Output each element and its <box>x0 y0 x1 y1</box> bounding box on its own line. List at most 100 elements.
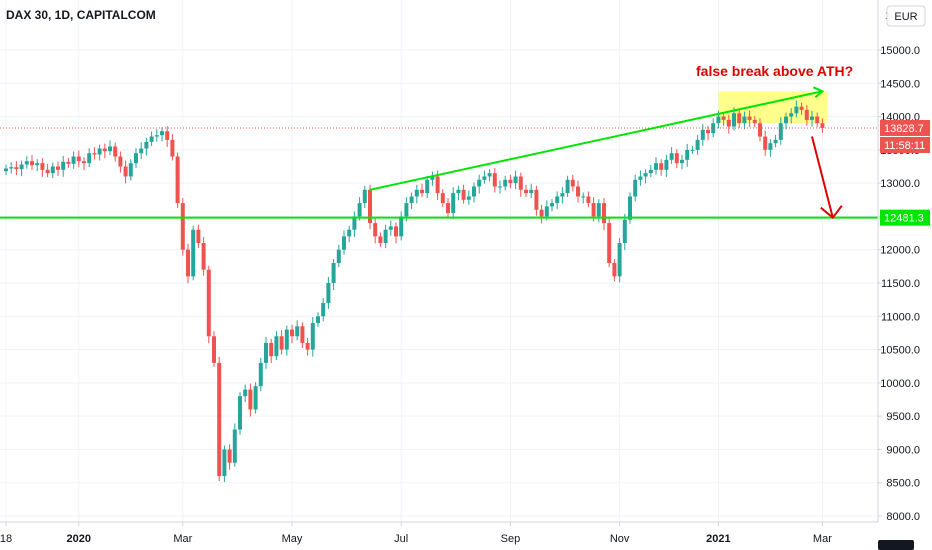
candle-body <box>232 429 237 463</box>
current-price-tag-bg <box>880 119 930 136</box>
candle-body <box>695 139 700 150</box>
candle-body <box>565 179 570 194</box>
candle-body <box>35 163 40 166</box>
candle-body <box>149 136 154 142</box>
candle <box>186 243 190 284</box>
candle-body <box>50 166 55 174</box>
candle-body <box>134 153 138 164</box>
candle-body <box>102 148 107 152</box>
candle <box>212 331 216 367</box>
candle <box>799 102 804 115</box>
candle-body <box>446 203 450 214</box>
candle <box>773 134 778 148</box>
x-tick-label: May <box>282 533 303 545</box>
candle-body <box>118 156 123 167</box>
candle <box>14 161 19 176</box>
time-axis[interactable]: 18 2020 Mar May Jul Sep Nov 2021 Mar <box>0 521 878 545</box>
candle <box>669 147 674 164</box>
candle <box>30 155 34 171</box>
candle-body <box>274 336 279 357</box>
candle <box>50 162 55 179</box>
candle <box>35 159 40 172</box>
candle <box>513 170 518 190</box>
candle-body <box>108 146 112 152</box>
candle <box>628 192 632 224</box>
candle <box>19 160 24 177</box>
candle-body <box>752 119 757 124</box>
candle-body <box>139 148 144 154</box>
candle <box>373 217 378 244</box>
candle-body <box>586 196 591 204</box>
countdown-tag-bg <box>880 136 930 153</box>
candle <box>778 117 783 145</box>
currency-label: EUR <box>894 11 917 23</box>
candle-body <box>321 302 326 317</box>
candle-body <box>61 161 66 170</box>
candle-body <box>206 269 211 337</box>
candle-body <box>544 206 549 217</box>
x-tick-label: Jul <box>394 533 408 545</box>
candle <box>97 144 102 161</box>
candle <box>752 115 757 128</box>
x-tick-label: 2021 <box>706 533 730 545</box>
candle-body <box>284 329 289 350</box>
candle-body <box>248 389 253 410</box>
candle <box>394 222 398 244</box>
candle-body <box>591 203 596 217</box>
candle <box>232 423 237 467</box>
candle <box>643 169 648 184</box>
candle-body <box>82 161 86 164</box>
candle-body <box>768 143 773 150</box>
candle-body <box>685 149 690 160</box>
candle <box>747 110 752 127</box>
price-axis[interactable]: 15000.014500.014000.013500.013000.012500… <box>877 0 930 523</box>
y-tick-label: 9500.0 <box>886 411 920 423</box>
candle-body <box>264 342 268 363</box>
candle-body <box>612 263 617 277</box>
candle-body <box>555 196 560 204</box>
y-tick-label: 10000.0 <box>880 378 920 390</box>
candle-body <box>217 362 222 477</box>
candle-body <box>602 203 606 224</box>
candle <box>222 445 227 483</box>
candle-body <box>19 164 24 170</box>
candle-body <box>622 219 627 244</box>
candle <box>160 127 164 142</box>
candle-body <box>560 193 565 197</box>
candle <box>737 109 742 129</box>
candle-body <box>550 203 554 207</box>
y-tick-label: 14500.0 <box>880 78 920 90</box>
candle-body <box>513 176 518 184</box>
candle <box>82 157 86 171</box>
candle <box>440 189 445 208</box>
candle-body <box>30 161 34 166</box>
candle-body <box>440 193 445 204</box>
candle-body <box>56 166 60 170</box>
trendline-arrowhead <box>812 86 825 99</box>
candle <box>524 184 528 198</box>
candle <box>654 157 658 175</box>
x-tick-label: Mar <box>813 533 832 545</box>
candle-body <box>633 179 638 197</box>
candle-body <box>664 159 669 170</box>
candle-body <box>310 322 315 350</box>
candle-body <box>154 135 159 137</box>
currency-button[interactable]: EUR <box>886 5 926 27</box>
chart-title: DAX 30, 1D, CAPITALCOM <box>6 8 156 22</box>
candle <box>175 152 180 209</box>
countdown-tag: 11:58:11 <box>880 136 930 153</box>
candle-body <box>742 116 747 124</box>
candle <box>248 383 253 417</box>
candle <box>446 198 450 219</box>
candle <box>258 357 263 392</box>
projection-arrow-line <box>811 136 834 218</box>
candle <box>206 265 211 344</box>
candle <box>784 112 788 130</box>
candle <box>134 148 138 169</box>
candle-body <box>581 196 586 198</box>
candle <box>633 174 638 202</box>
support-tag-text: 12481.3 <box>884 213 924 225</box>
candle <box>680 154 684 170</box>
candle-body <box>716 116 721 124</box>
